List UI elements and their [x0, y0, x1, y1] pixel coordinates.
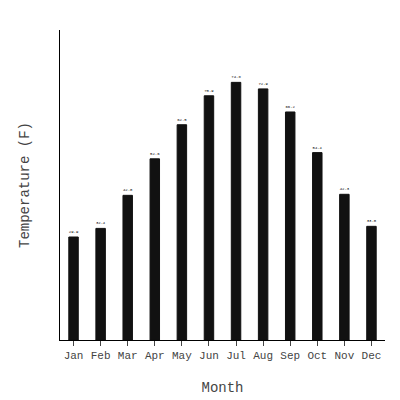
svg-text:Mar: Mar	[118, 350, 138, 362]
svg-text:29.9: 29.9	[69, 230, 79, 234]
svg-text:66.2: 66.2	[285, 105, 295, 109]
svg-text:Jun: Jun	[199, 350, 219, 362]
svg-text:52.6: 52.6	[150, 152, 160, 156]
svg-text:Aug: Aug	[253, 350, 273, 362]
svg-text:70.9: 70.9	[204, 89, 214, 93]
svg-text:Apr: Apr	[145, 350, 165, 362]
svg-text:32.4: 32.4	[96, 221, 106, 225]
svg-text:42.0: 42.0	[123, 188, 133, 192]
svg-text:Nov: Nov	[334, 350, 354, 362]
svg-text:54.4: 54.4	[313, 146, 323, 150]
svg-text:Dec: Dec	[362, 350, 382, 362]
svg-text:Oct: Oct	[307, 350, 327, 362]
svg-text:Sep: Sep	[280, 350, 300, 362]
svg-text:May: May	[172, 350, 192, 362]
svg-text:62.5: 62.5	[177, 118, 187, 122]
svg-text:74.8: 74.8	[231, 75, 241, 79]
svg-text:Jul: Jul	[226, 350, 246, 362]
svg-text:Jan: Jan	[64, 350, 84, 362]
svg-text:33.0: 33.0	[367, 219, 377, 223]
svg-text:72.9: 72.9	[258, 82, 268, 86]
svg-text:Temperature (F): Temperature (F)	[17, 122, 33, 248]
svg-text:42.3: 42.3	[340, 187, 350, 191]
svg-text:Month: Month	[201, 380, 243, 396]
svg-text:Feb: Feb	[91, 350, 111, 362]
